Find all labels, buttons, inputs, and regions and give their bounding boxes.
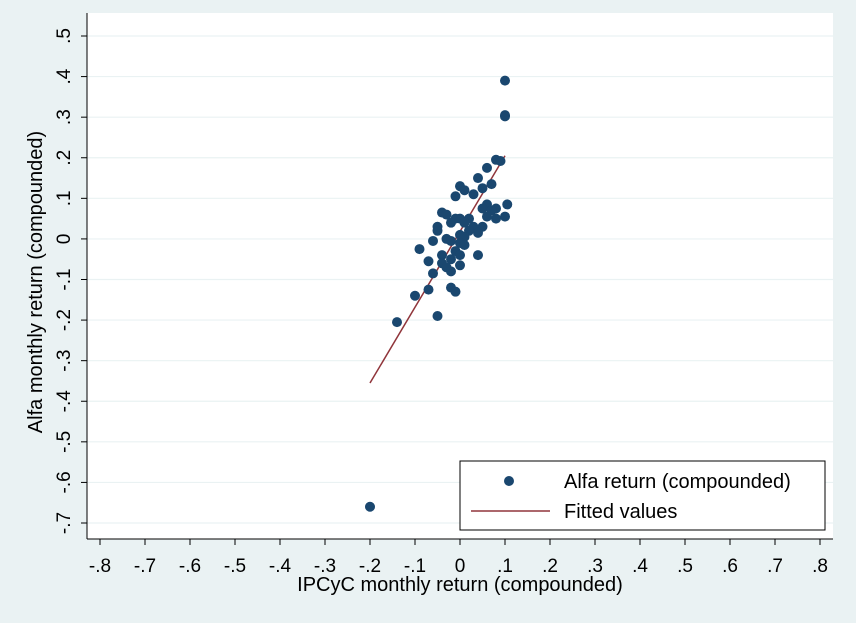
x-tick-label-4: -.4 (269, 556, 292, 577)
data-point-56 (410, 290, 420, 301)
data-point-7 (473, 173, 483, 184)
legend-label-points: Alfa return (compounded) (564, 471, 791, 493)
x-tick-label-9: .1 (497, 556, 513, 577)
x-tick-label-1: -.7 (134, 556, 156, 577)
x-axis-title: IPCyC monthly return (compounded) (297, 574, 623, 596)
data-point-58 (392, 317, 402, 328)
data-point-2 (500, 111, 510, 122)
data-point-40 (428, 235, 438, 246)
data-point-6 (486, 179, 497, 190)
data-point-10 (459, 185, 470, 196)
plot-area (87, 13, 833, 539)
x-tick-label-3: -.5 (224, 556, 246, 577)
data-point-41 (414, 244, 425, 255)
x-tick-label-6: -.2 (359, 556, 381, 577)
data-point-51 (446, 266, 456, 277)
data-point-48 (455, 260, 465, 271)
data-point-13 (502, 199, 513, 210)
data-point-12 (468, 189, 479, 200)
y-tick-label-0: -.7 (54, 512, 75, 534)
data-point-31 (432, 225, 443, 236)
data-point-46 (473, 250, 483, 261)
x-tick-label-14: .6 (722, 556, 738, 577)
y-tick-label-5: -.2 (54, 309, 75, 331)
data-point-39 (459, 240, 470, 251)
x-tick-label-16: .8 (812, 556, 828, 577)
x-tick-label-8: 0 (455, 556, 466, 577)
data-point-27 (446, 217, 456, 228)
x-tick-label-15: .7 (767, 556, 783, 577)
legend: Alfa return (compounded) Fitted values (459, 460, 826, 531)
x-tick-label-10: .2 (542, 556, 558, 577)
data-point-15 (477, 203, 488, 214)
y-axis: -.7 -.6 -.5 -.4 -.3 -.2 -.1 0 .1 .2 .3 .4 .5 (54, 13, 88, 539)
x-tick-label-7: -.1 (404, 556, 426, 577)
y-tick-label-2: -.5 (54, 431, 75, 453)
data-point-52 (428, 268, 438, 279)
fitted-values-line (369, 155, 506, 384)
data-point-23 (482, 211, 492, 222)
data-point-37 (446, 235, 456, 246)
y-tick-label-12: .5 (54, 28, 75, 44)
data-point-33 (473, 227, 483, 238)
legend-box (459, 460, 826, 531)
data-point-26 (459, 217, 470, 228)
x-tick-label-5: -.3 (314, 556, 336, 577)
y-tick-label-10: .3 (54, 109, 75, 125)
scatter-points-layer (365, 75, 513, 512)
data-point-55 (423, 284, 434, 295)
data-point-8 (477, 183, 488, 194)
data-point-4 (495, 155, 506, 166)
data-point-5 (482, 162, 492, 173)
legend-marker-points (504, 476, 514, 486)
data-point-25 (500, 211, 510, 222)
y-tick-label-8: .1 (54, 190, 75, 206)
x-tick-label-13: .5 (677, 556, 693, 577)
data-point-11 (450, 191, 461, 202)
legend-label-fit: Fitted values (564, 501, 677, 523)
data-point-44 (455, 250, 465, 261)
data-point-59 (365, 501, 375, 512)
x-tick-label-0: -.8 (89, 556, 111, 577)
data-point-45 (446, 254, 456, 265)
grid-lines (87, 35, 833, 524)
x-tick-label-12: .4 (632, 556, 648, 577)
data-point-43 (437, 250, 447, 261)
y-tick-label-4: -.3 (54, 350, 75, 372)
data-point-0 (500, 75, 510, 86)
y-tick-label-6: -.1 (54, 268, 75, 290)
data-point-49 (423, 256, 434, 267)
data-point-57 (432, 311, 443, 322)
data-point-24 (491, 213, 501, 224)
x-tick-label-11: .3 (587, 556, 603, 577)
y-tick-label-1: -.6 (54, 471, 75, 493)
y-tick-label-3: -.4 (54, 390, 75, 413)
data-point-54 (450, 286, 461, 297)
y-tick-label-9: .2 (54, 150, 75, 166)
y-axis-title: Alfa monthly return (compounded) (25, 131, 47, 433)
y-tick-label-7: 0 (54, 234, 75, 245)
fitted-values-layer (369, 155, 506, 384)
data-point-19 (441, 209, 452, 220)
x-axis: -.8 -.7 -.6 -.5 -.4 -.3 -.2 -.1 0 .1 .2 .3 .4 .5 .6 .7.… (87, 538, 833, 577)
x-tick-label-2: -.6 (179, 556, 201, 577)
y-tick-label-11: .4 (54, 68, 75, 84)
